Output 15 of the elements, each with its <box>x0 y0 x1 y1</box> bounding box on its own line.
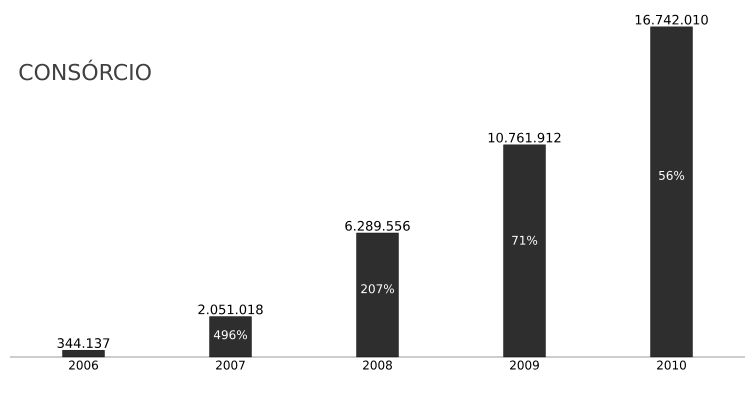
x-tick-label: 2010 <box>657 360 686 370</box>
annotation: 207% <box>361 284 394 294</box>
x-tick-label: 2006 <box>69 360 98 370</box>
text: CONSÓRCIO <box>19 60 151 80</box>
data-label: 16.742.010 <box>636 14 708 25</box>
x-tick-label: 2007 <box>216 360 245 370</box>
data-label: 6.289.556 <box>345 220 410 231</box>
data-label: 2.051.018 <box>198 304 263 314</box>
data-label: 344.137 <box>58 338 110 348</box>
data-label: 10.761.912 <box>488 132 560 143</box>
annotation: 71% <box>512 236 538 245</box>
annotation: 496% <box>214 330 247 340</box>
annotation: 56% <box>659 170 684 180</box>
x-tick-label: 2009 <box>510 360 539 370</box>
x-tick-label: 2008 <box>363 360 392 370</box>
